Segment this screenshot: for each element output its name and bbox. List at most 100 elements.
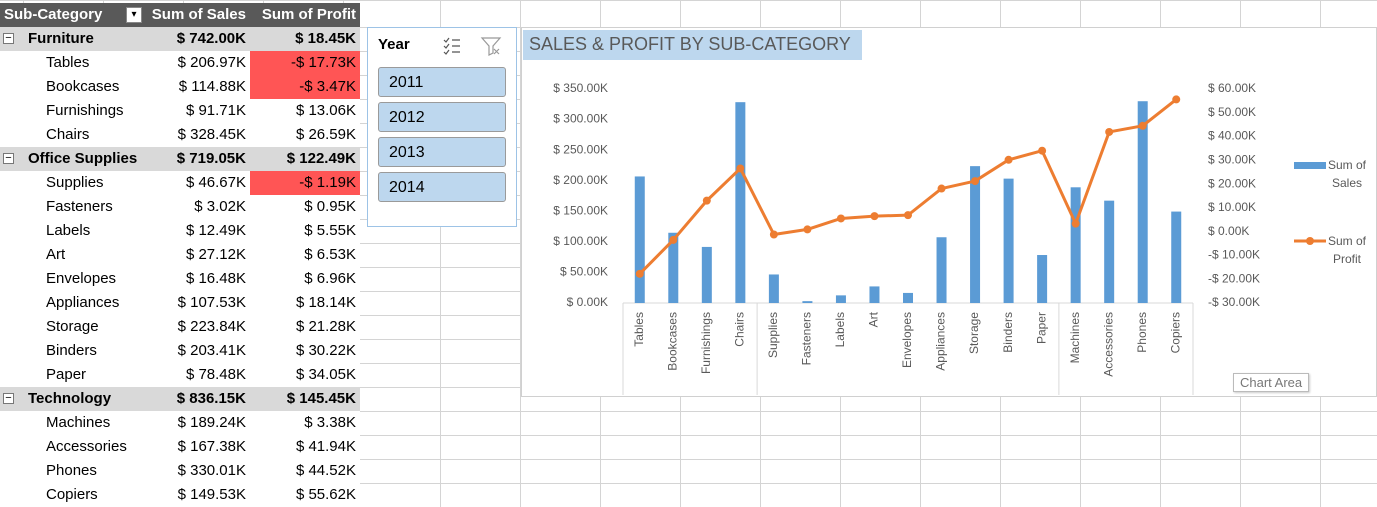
- item-label: Accessories: [46, 438, 127, 455]
- marker: [836, 214, 845, 223]
- x-tick-label: Binders: [1001, 312, 1015, 353]
- header-cell: Sum of Sales: [145, 3, 250, 27]
- row: [0, 435, 360, 459]
- item-profit: $ 6.96K: [304, 270, 356, 287]
- slicer-icons: [443, 37, 502, 56]
- item-sales: $ 3.02K: [194, 198, 246, 215]
- item-label: Envelopes: [46, 270, 117, 287]
- y2-tick-label: $ 40.00K: [1208, 129, 1256, 143]
- item-profit: $ 55.62K: [295, 486, 356, 503]
- group-sales: $ 719.05K: [176, 150, 246, 167]
- x-tick-label: Furnishings: [699, 312, 713, 374]
- item-label: Chairs: [46, 126, 90, 143]
- item-sales: $ 46.67K: [185, 174, 246, 191]
- chart-title: SALES & PROFIT BY SUB-CATEGORY: [529, 34, 851, 54]
- marker: [1004, 155, 1013, 164]
- bar: [936, 237, 947, 303]
- marker: [803, 225, 812, 234]
- y2-tick-label: $ 20.00K: [1208, 176, 1256, 190]
- item-profit: $ 41.94K: [295, 438, 356, 455]
- y-tick-label: $ 50.00K: [560, 265, 608, 279]
- row: [0, 339, 360, 363]
- collapse-button[interactable]: −: [3, 393, 14, 404]
- bar: [1037, 255, 1048, 303]
- row: [0, 315, 360, 339]
- item-label: Appliances: [46, 294, 120, 311]
- group-sales: $ 836.15K: [176, 390, 246, 407]
- item-sales: $ 206.97K: [177, 54, 246, 71]
- x-tick-label: Paper: [1034, 312, 1048, 344]
- x-tick-label: Copiers: [1168, 312, 1182, 353]
- y2-tick-label: -$ 30.00K: [1208, 295, 1260, 309]
- x-tick-label: Fasteners: [800, 312, 814, 365]
- item-label: Furnishings: [46, 102, 124, 119]
- item-label: Fasteners: [46, 198, 113, 215]
- slicer-item[interactable]: 2011: [378, 67, 506, 97]
- y-tick-label: $ 200.00K: [553, 173, 608, 187]
- bar: [1070, 187, 1081, 303]
- x-tick-label: Labels: [833, 312, 847, 347]
- item-label: Art: [46, 246, 66, 263]
- bar: [701, 246, 712, 303]
- y2-tick-label: $ 30.00K: [1208, 153, 1256, 167]
- group-label: Technology: [28, 390, 112, 407]
- item-profit: -$ 3.47K: [250, 75, 360, 99]
- row: [0, 459, 360, 483]
- marker: [971, 177, 980, 186]
- group-row: [0, 147, 360, 171]
- collapse-button[interactable]: −: [3, 33, 14, 44]
- item-label: Bookcases: [46, 78, 120, 95]
- item-sales: $ 203.41K: [177, 342, 246, 359]
- bar: [668, 232, 679, 303]
- header-cell: Sub-Category: [0, 3, 145, 27]
- legend-swatch: [1294, 162, 1326, 169]
- marker: [937, 184, 946, 193]
- bar: [802, 301, 813, 303]
- item-profit: $ 13.06K: [295, 102, 356, 119]
- group-row: [0, 387, 360, 411]
- bar: [903, 292, 913, 303]
- slicer-item[interactable]: 2013: [378, 137, 506, 167]
- y-tick-label: $ 150.00K: [553, 203, 608, 217]
- collapse-button[interactable]: −: [3, 153, 14, 164]
- marker: [635, 269, 644, 278]
- marker: [1071, 219, 1080, 228]
- item-label: Tables: [46, 54, 90, 71]
- item-profit: $ 21.28K: [295, 318, 356, 335]
- item-profit: $ 3.38K: [304, 414, 356, 431]
- legend-marker: [1306, 237, 1314, 245]
- item-profit: $ 0.95K: [304, 198, 356, 215]
- filter-button[interactable]: ▾: [126, 7, 142, 23]
- item-sales: $ 167.38K: [177, 438, 246, 455]
- item-profit: $ 5.55K: [304, 222, 356, 239]
- y-tick-label: $ 300.00K: [553, 112, 608, 126]
- y2-tick-label: $ 50.00K: [1208, 105, 1256, 119]
- group-profit: $ 145.45K: [286, 390, 356, 407]
- item-profit: -$ 17.73K: [250, 51, 360, 75]
- group-sales: $ 742.00K: [176, 30, 246, 47]
- marker: [769, 230, 778, 239]
- bar: [1003, 178, 1014, 303]
- y2-tick-label: $ 10.00K: [1208, 200, 1256, 214]
- group-label: Office Supplies: [28, 150, 138, 167]
- item-profit: $ 44.52K: [295, 462, 356, 479]
- item-profit: $ 6.53K: [304, 246, 356, 263]
- marker: [1138, 121, 1147, 130]
- item-sales: $ 27.12K: [185, 246, 246, 263]
- item-label: Machines: [46, 414, 111, 431]
- bar: [970, 166, 981, 303]
- bar: [735, 102, 746, 303]
- marker: [1105, 127, 1114, 136]
- slicer-item[interactable]: 2014: [378, 172, 506, 202]
- slicer-item[interactable]: 2012: [378, 102, 506, 132]
- marker: [702, 196, 711, 205]
- marker: [1038, 146, 1047, 155]
- x-tick-label: Machines: [1068, 312, 1082, 363]
- marker: [669, 235, 678, 244]
- slicer: Year 2011 2012 2013 2014: [367, 27, 517, 227]
- x-tick-label: Art: [867, 311, 881, 327]
- item-label: Storage: [46, 318, 99, 335]
- row: [0, 267, 360, 291]
